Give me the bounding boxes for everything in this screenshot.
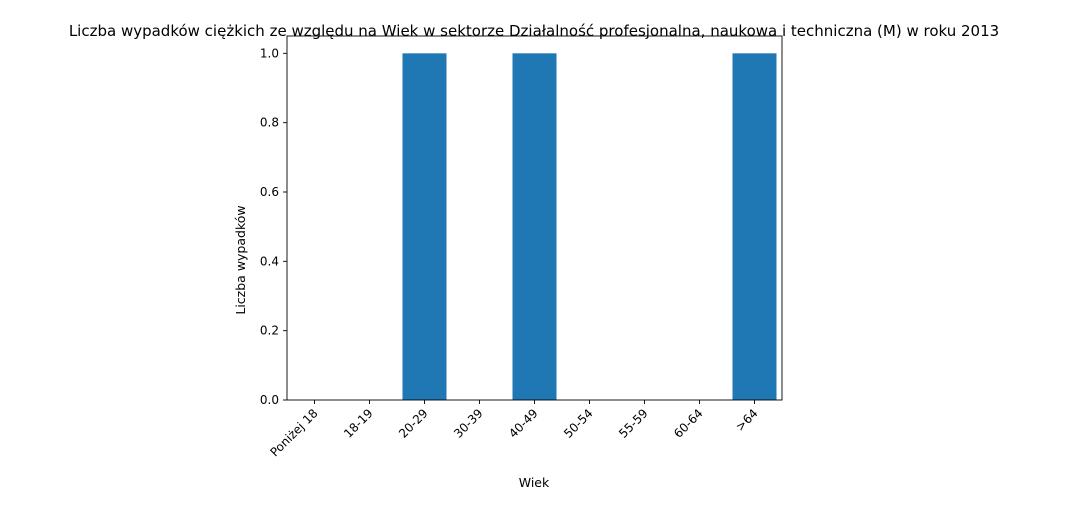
x-tick-label-0: Poniżej 18	[267, 406, 320, 459]
bar-4	[512, 53, 557, 400]
x-tick-label-2: 20-29	[396, 406, 431, 441]
y-axis-label: Liczba wypadków	[233, 205, 248, 314]
x-tick-label-4: 40-49	[506, 406, 541, 441]
y-tick-label-0: 0.0	[260, 393, 279, 407]
y-tick-label-5: 1.0	[260, 46, 279, 60]
chart-title: Liczba wypadków ciężkich ze względu na W…	[69, 22, 999, 40]
y-tick-label-2: 0.4	[260, 254, 279, 268]
x-tick-label-8: >64	[733, 406, 761, 434]
bar-8	[732, 53, 777, 400]
x-axis-label: Wiek	[519, 475, 550, 490]
bar-2	[402, 53, 447, 400]
bars-layer	[402, 53, 777, 400]
x-tick-label-6: 55-59	[616, 406, 651, 441]
y-tick-label-3: 0.6	[260, 185, 279, 199]
y-tick-label-4: 0.8	[260, 116, 279, 130]
x-tick-label-7: 60-64	[671, 406, 706, 441]
y-tick-label-1: 0.2	[260, 324, 279, 338]
x-tick-label-3: 30-39	[451, 406, 486, 441]
x-tick-label-5: 50-54	[561, 406, 596, 441]
x-tick-label-1: 18-19	[341, 406, 376, 441]
